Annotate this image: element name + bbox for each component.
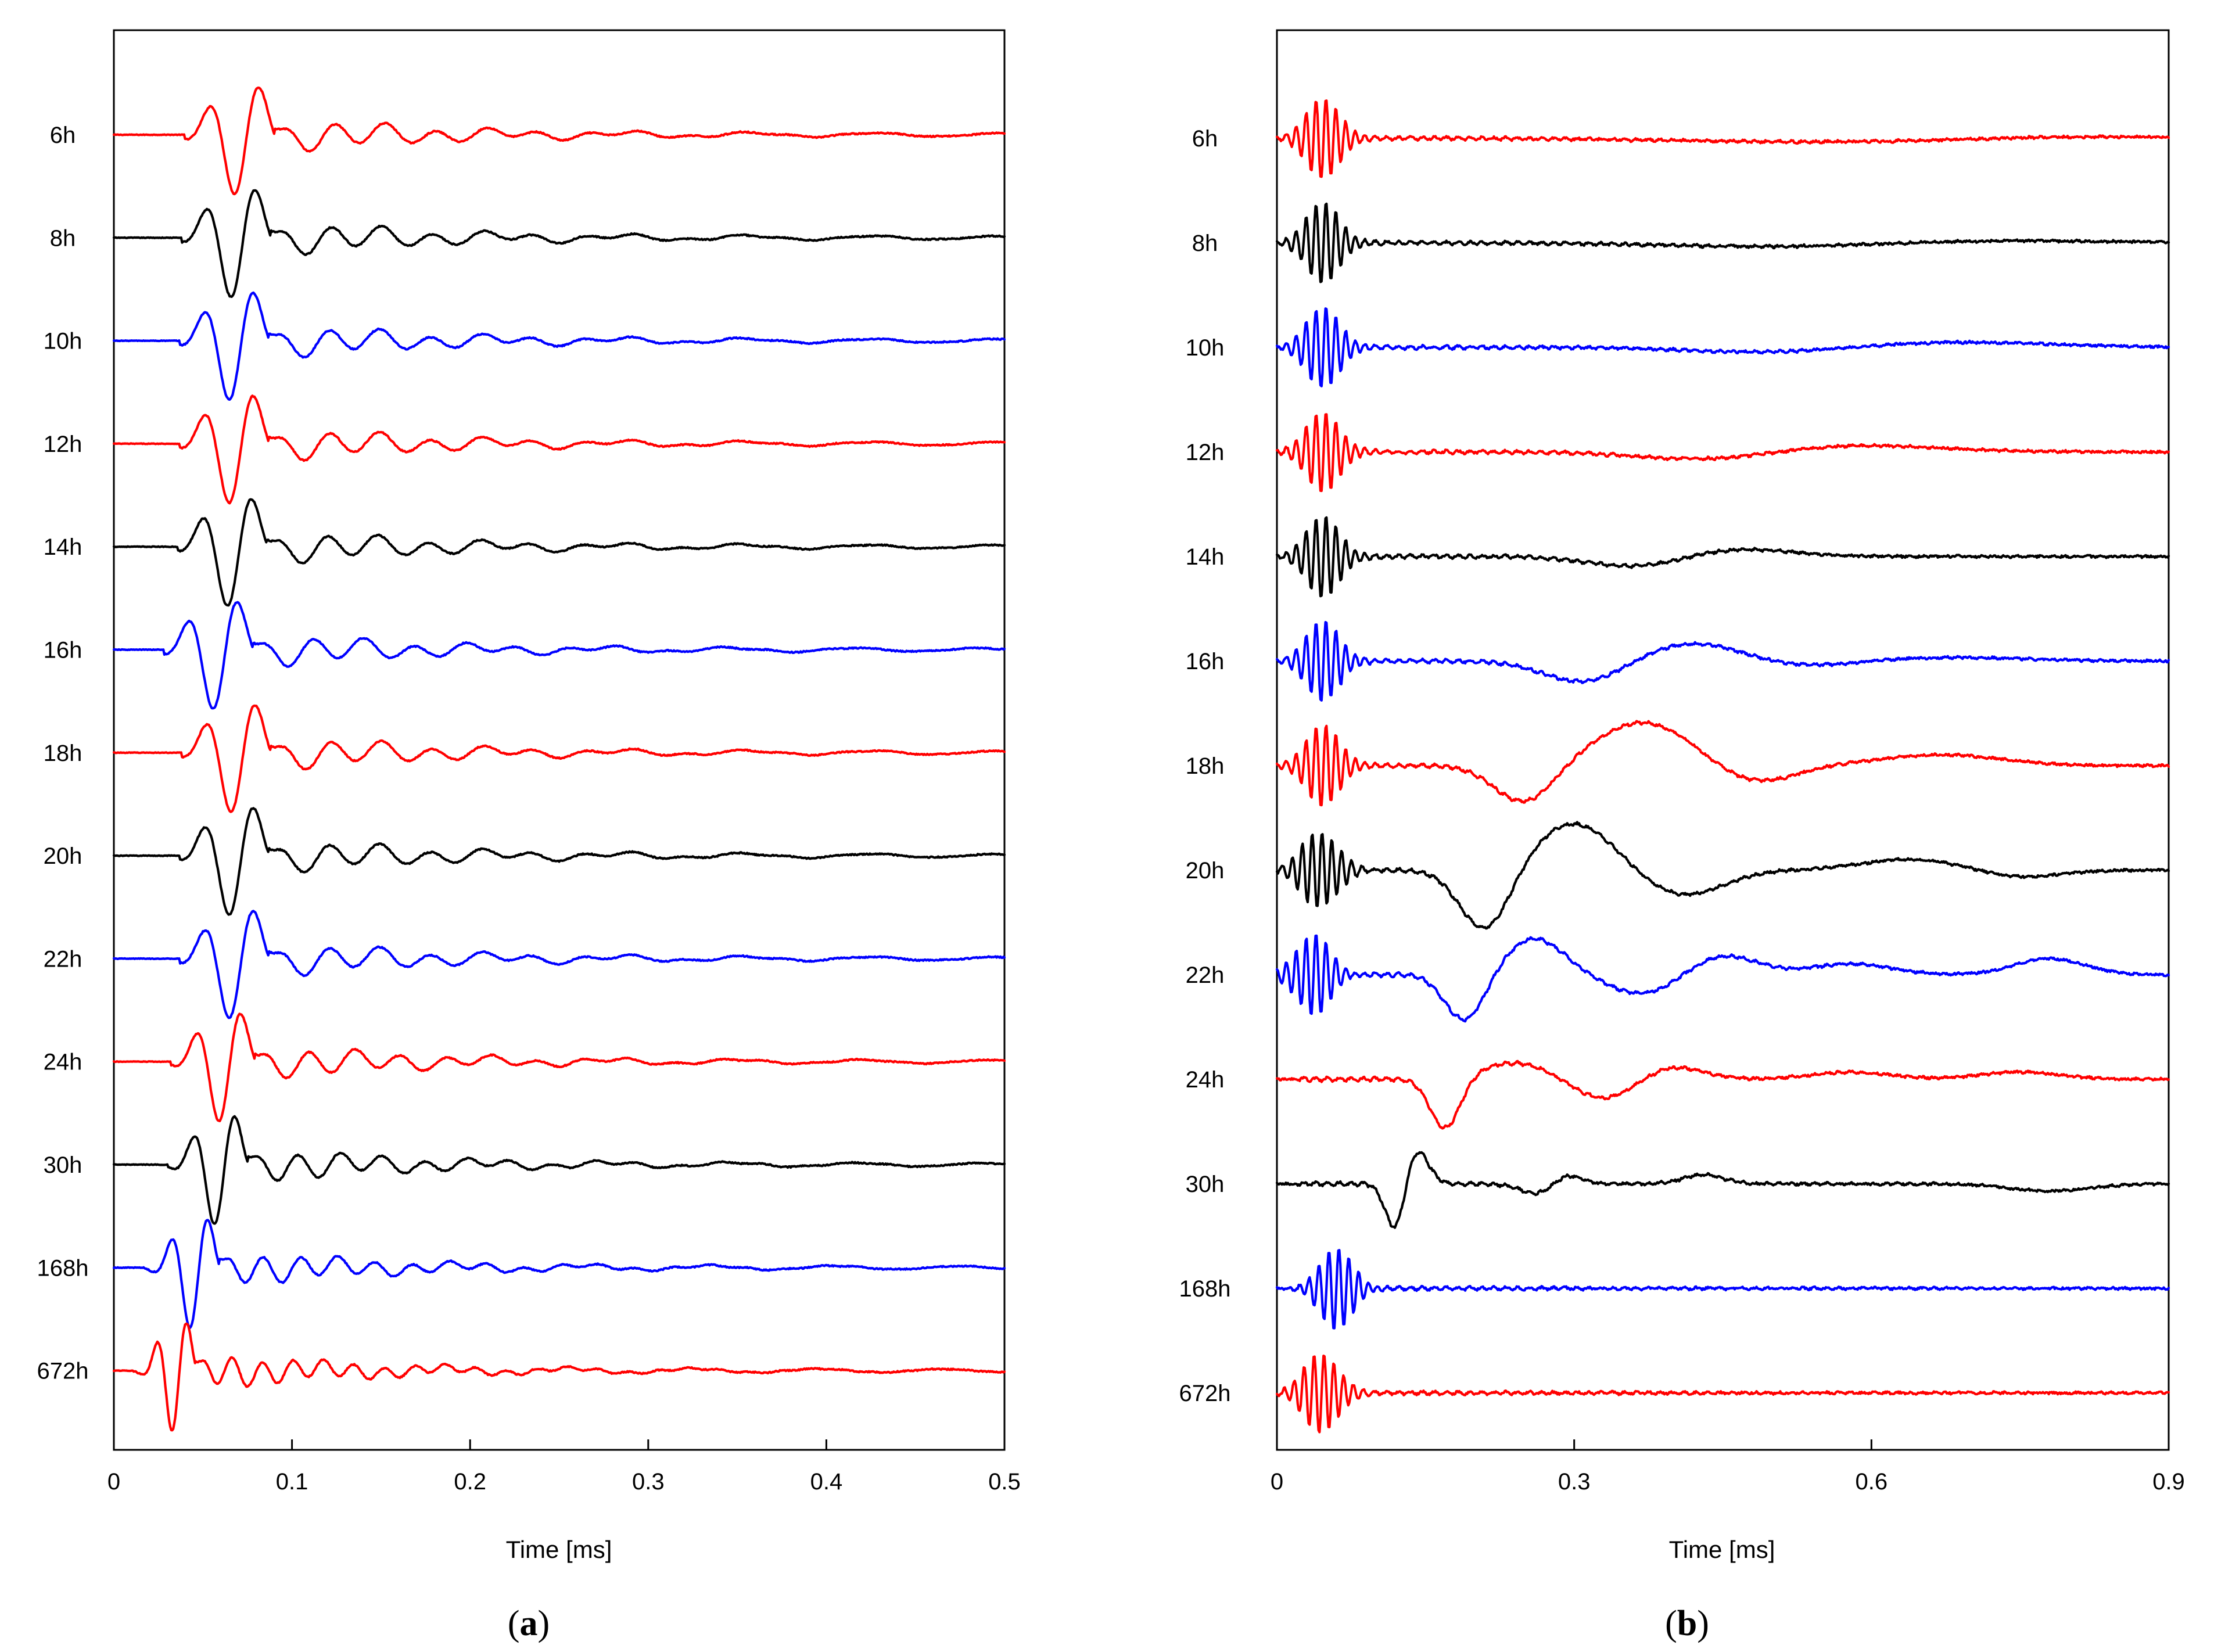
panel-b-trace-16h bbox=[1275, 621, 2170, 702]
panel-a-trace-6h bbox=[112, 86, 1006, 196]
panel-b-trace-10h bbox=[1275, 307, 2170, 387]
panel-b-row-label-24h: 24h bbox=[1186, 1067, 1225, 1093]
panel-a-row-label-24h: 24h bbox=[44, 1050, 82, 1075]
panel-a-trace-10h bbox=[112, 291, 1006, 401]
panel-a-x-tick-label: 0.1 bbox=[276, 1469, 308, 1495]
panel-a-trace-24h bbox=[112, 1012, 1006, 1122]
panel-b-trace-14h bbox=[1275, 516, 2170, 598]
panel-b-row-label-672h: 672h bbox=[1179, 1381, 1231, 1406]
panel-b-x-tick-label: 0.6 bbox=[1856, 1469, 1888, 1495]
panel-b-caption-open: ( bbox=[1665, 1604, 1677, 1643]
panel-a-trace-168h bbox=[112, 1219, 1006, 1329]
panel-b-row-label-30h: 30h bbox=[1186, 1172, 1225, 1197]
panel-a-trace-22h bbox=[112, 910, 1006, 1019]
panel-b-trace-30h bbox=[1275, 1151, 2170, 1229]
panel-a-row-labels: 6h 8h 10h 12h 14h 16h 18h 20h 22h 24h 30h 168h 672h bbox=[37, 123, 89, 1384]
panel-b-row-labels: 6h 8h 10h 12h 14h 16h 18h 20h 22h 24h 30h 168h 672h bbox=[1179, 126, 1231, 1406]
panel-b-x-ticks: 0 0.3 0.6 0.9 bbox=[1271, 1439, 2185, 1495]
panel-a-row-label-6h: 6h bbox=[50, 123, 76, 148]
panel-b-x-tick-label: 0 bbox=[1271, 1469, 1283, 1495]
panel-a-row-label-8h: 8h bbox=[50, 225, 76, 251]
panel-b-trace-24h bbox=[1275, 1060, 2170, 1130]
panel-a-x-ticks: 0 0.1 0.2 0.3 0.4 0.5 bbox=[107, 1439, 1021, 1495]
panel-a-row-label-16h: 16h bbox=[44, 638, 82, 663]
panel-b-caption: (b) bbox=[1665, 1604, 1709, 1643]
panel-b-trace-8h bbox=[1275, 202, 2170, 283]
panel-a-trace-30h bbox=[112, 1115, 1006, 1225]
panel-b-row-label-6h: 6h bbox=[1192, 126, 1218, 152]
panel-a-trace-672h bbox=[112, 1322, 1006, 1432]
panel-b-trace-168h bbox=[1275, 1249, 2170, 1330]
panel-b-x-tick-label: 0.9 bbox=[2152, 1469, 2185, 1495]
panel-b-row-label-12h: 12h bbox=[1186, 440, 1225, 465]
panel-a-traces bbox=[112, 86, 1006, 1432]
panel-b-trace-22h bbox=[1275, 934, 2170, 1023]
panel-a-x-tick-label: 0 bbox=[107, 1469, 120, 1495]
panel-b-row-label-8h: 8h bbox=[1192, 231, 1218, 256]
panel-b-row-label-10h: 10h bbox=[1186, 335, 1225, 361]
panel-a-row-label-14h: 14h bbox=[44, 534, 82, 560]
panel-a-x-tick-label: 0.4 bbox=[810, 1469, 843, 1495]
panel-b-trace-6h bbox=[1275, 99, 2170, 178]
panel-b-caption-letter: b bbox=[1677, 1604, 1697, 1643]
panel-a-frame bbox=[113, 29, 1006, 1451]
panel-b-x-axis-title: Time [ms] bbox=[1669, 1536, 1775, 1563]
panel-b-row-label-16h: 16h bbox=[1186, 649, 1225, 674]
panel-a-trace-12h bbox=[112, 394, 1006, 505]
panel-b-traces bbox=[1275, 99, 2170, 1434]
panel-b-row-label-20h: 20h bbox=[1186, 858, 1225, 884]
panel-b-row-label-18h: 18h bbox=[1186, 753, 1225, 779]
panel-b-x-tick-label: 0.3 bbox=[1558, 1469, 1591, 1495]
panel-a-x-axis-title: Time [ms] bbox=[506, 1536, 612, 1563]
panel-a-row-label-12h: 12h bbox=[44, 432, 82, 457]
panel-a-caption-letter: a bbox=[520, 1604, 538, 1643]
panel-b-trace-20h bbox=[1275, 821, 2170, 930]
panel-a-trace-16h bbox=[112, 601, 1006, 710]
panel-b-trace-18h bbox=[1275, 720, 2170, 807]
panel-a-trace-14h bbox=[112, 498, 1006, 607]
panel-b-caption-close: ) bbox=[1697, 1604, 1709, 1643]
panel-a-row-label-30h: 30h bbox=[44, 1152, 82, 1178]
panel-b-trace-672h bbox=[1275, 1355, 2170, 1434]
panel-a-row-label-20h: 20h bbox=[44, 843, 82, 869]
panel-a-row-label-168h: 168h bbox=[37, 1255, 89, 1281]
panel-b-trace-12h bbox=[1275, 413, 2170, 493]
panel-b-row-label-14h: 14h bbox=[1186, 544, 1225, 570]
panel-a-row-label-10h: 10h bbox=[44, 329, 82, 354]
panel-a-x-tick-label: 0.2 bbox=[454, 1469, 486, 1495]
panel-b: 6h8h10h12h14h16h18h20h22h24h30h168h672h … bbox=[1179, 29, 2185, 1643]
panel-b-row-label-168h: 168h bbox=[1179, 1276, 1231, 1302]
panel-a-row-label-672h: 672h bbox=[37, 1359, 89, 1384]
panel-a-row-label-18h: 18h bbox=[44, 741, 82, 766]
panel-a-caption-open: ( bbox=[508, 1604, 520, 1643]
panel-b-row-label-22h: 22h bbox=[1186, 963, 1225, 988]
panel-a-trace-18h bbox=[112, 704, 1006, 813]
panel-a-caption: (a) bbox=[508, 1604, 550, 1643]
panel-a-caption-close: ) bbox=[538, 1604, 550, 1643]
panel-a-trace-20h bbox=[112, 807, 1006, 916]
panel-b-frame bbox=[1276, 29, 2170, 1451]
panel-a-x-tick-label: 0.3 bbox=[632, 1469, 665, 1495]
panel-a-row-label-22h: 22h bbox=[44, 946, 82, 972]
panel-a-x-tick-label: 0.5 bbox=[988, 1469, 1021, 1495]
panel-a: 6h8h10h12h14h16h18h20h22h24h30h168h672h … bbox=[37, 29, 1021, 1643]
panel-a-trace-8h bbox=[112, 189, 1006, 298]
